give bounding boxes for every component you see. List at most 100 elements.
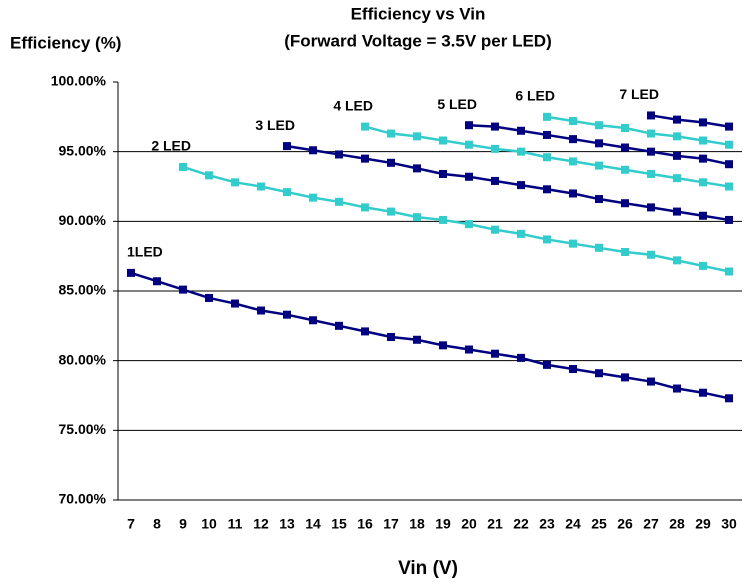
data-point	[153, 277, 161, 286]
data-point	[647, 169, 655, 178]
data-point	[387, 332, 395, 341]
y-tick-label: 80.00%	[59, 351, 107, 367]
data-point	[543, 185, 551, 194]
data-point	[205, 293, 213, 302]
data-point	[725, 182, 733, 191]
data-point	[465, 140, 473, 149]
series-line	[650, 114, 730, 128]
x-tick-label: 9	[179, 516, 187, 532]
data-point	[309, 146, 317, 155]
x-tick-label: 11	[228, 516, 243, 532]
data-point	[413, 335, 421, 344]
data-point	[699, 118, 707, 127]
data-point	[595, 243, 603, 252]
series-line	[546, 115, 730, 146]
data-point	[725, 215, 733, 224]
data-point	[699, 178, 707, 187]
data-point	[621, 123, 629, 132]
data-point	[543, 130, 551, 139]
data-point	[205, 171, 213, 180]
series-label: 2 LED	[151, 138, 191, 154]
data-point	[517, 181, 525, 190]
data-point	[569, 189, 577, 198]
data-point	[439, 136, 447, 145]
data-point	[491, 176, 499, 185]
x-tick-label: 29	[695, 516, 711, 532]
data-point	[413, 132, 421, 141]
series-label: 6 LED	[515, 88, 555, 104]
data-point	[283, 188, 291, 197]
chart-title: Efficiency vs Vin	[351, 4, 486, 23]
data-point	[413, 213, 421, 222]
x-tick-label: 8	[153, 516, 161, 532]
data-point	[543, 153, 551, 162]
data-point	[699, 388, 707, 397]
data-point	[231, 299, 239, 308]
data-point	[439, 215, 447, 224]
data-point	[491, 225, 499, 234]
series-label: 1LED	[127, 244, 163, 260]
data-point	[725, 160, 733, 169]
data-point	[179, 285, 187, 294]
data-point	[335, 150, 343, 159]
x-tick-label: 12	[253, 516, 269, 532]
data-point	[647, 250, 655, 259]
series-label: 3 LED	[255, 117, 295, 133]
x-tick-label: 30	[721, 516, 737, 532]
data-point	[465, 220, 473, 229]
x-tick-label: 15	[331, 516, 347, 532]
data-point	[361, 203, 369, 212]
x-tick-label: 21	[487, 516, 503, 532]
data-point	[335, 321, 343, 330]
data-point	[491, 122, 499, 131]
data-point	[387, 158, 395, 167]
data-point	[725, 267, 733, 276]
data-point	[673, 256, 681, 265]
data-point	[309, 193, 317, 202]
data-point	[543, 360, 551, 369]
x-tick-label: 26	[617, 516, 633, 532]
y-tick-label: 70.00%	[59, 491, 107, 507]
data-point	[595, 369, 603, 378]
data-point	[725, 140, 733, 149]
data-point	[647, 129, 655, 138]
data-point	[465, 345, 473, 354]
chart-subtitle: (Forward Voltage = 3.5V per LED)	[284, 31, 552, 50]
data-point	[465, 121, 473, 130]
data-point	[517, 229, 525, 238]
data-point	[725, 394, 733, 403]
data-point	[257, 182, 265, 191]
x-tick-label: 17	[383, 516, 399, 532]
data-point	[699, 136, 707, 145]
data-point	[621, 165, 629, 174]
data-point	[543, 112, 551, 121]
y-tick-label: 90.00%	[59, 212, 107, 228]
series-line	[130, 271, 730, 400]
data-point	[283, 142, 291, 151]
data-point	[673, 174, 681, 183]
data-point	[257, 306, 265, 315]
data-point	[439, 169, 447, 178]
x-tick-label: 7	[127, 516, 135, 532]
x-tick-label: 22	[513, 516, 529, 532]
data-point	[569, 365, 577, 374]
data-point	[595, 121, 603, 130]
data-point	[595, 161, 603, 170]
x-tick-label: 13	[279, 516, 295, 532]
series-label: 7 LED	[619, 86, 659, 102]
data-point	[517, 353, 525, 362]
data-point	[569, 117, 577, 126]
x-tick-label: 25	[591, 516, 607, 532]
data-point	[569, 135, 577, 144]
data-point	[335, 197, 343, 206]
data-point	[361, 327, 369, 336]
data-point	[283, 310, 291, 319]
data-point	[673, 207, 681, 216]
x-tick-label: 16	[357, 516, 373, 532]
data-point	[465, 172, 473, 181]
x-tick-label: 14	[305, 516, 321, 532]
data-point	[699, 211, 707, 220]
y-tick-label: 85.00%	[59, 282, 107, 298]
data-point	[231, 178, 239, 187]
